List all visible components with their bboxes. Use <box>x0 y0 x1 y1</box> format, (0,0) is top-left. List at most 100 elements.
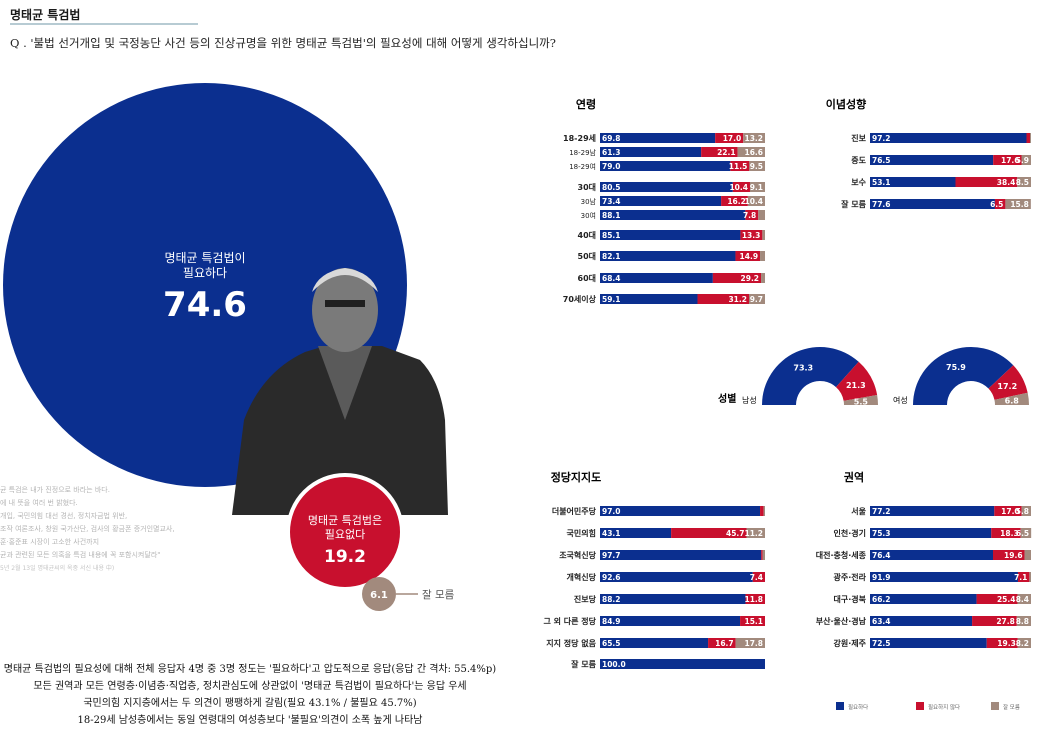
region-bar-value: 5.8 <box>1016 507 1029 516</box>
age-category-label: 30여 <box>581 211 596 220</box>
age-bar-segment <box>745 210 759 220</box>
need-label-line2: 필요하다 <box>183 266 227 280</box>
ideology-category-label: 중도 <box>851 156 866 165</box>
age-bar-value: 16.6 <box>744 148 763 157</box>
ideology-bar-segment <box>1026 133 1031 143</box>
region-bar-segment <box>1021 506 1031 516</box>
region-bar-value: 66.2 <box>872 595 891 604</box>
region-bar-segment <box>870 594 977 604</box>
region-bar-segment <box>1020 528 1032 538</box>
party-category-label: 조국혁신당 <box>559 550 596 560</box>
party-bar-segment <box>763 506 765 516</box>
no-need-bubble <box>286 473 404 591</box>
age-category-label: 40대 <box>578 230 597 240</box>
quote-line-6: 균과 관련된 모든 의혹을 특검 내용에 꼭 포함시켜달라" <box>0 550 160 559</box>
age-bar-segment <box>600 273 713 283</box>
party-bar-value: 43.1 <box>602 529 621 538</box>
region-bar-segment <box>991 528 1021 538</box>
age-bar-segment <box>600 133 716 143</box>
age-bar-value: 17.0 <box>723 134 742 143</box>
region-bar-segment <box>976 594 1018 604</box>
party-bar-value: 97.0 <box>602 507 621 516</box>
age-bar-segment <box>721 196 748 206</box>
age-bar-value: 14.9 <box>740 252 759 261</box>
party-category-label: 잘 모름 <box>571 659 597 669</box>
age-bar-segment <box>735 251 761 261</box>
party-bar-value: 17.8 <box>744 639 763 648</box>
age-category-label: 30대 <box>578 182 597 192</box>
ideology-bar-value: 5.9 <box>1016 156 1029 165</box>
age-bar-segment <box>600 161 731 171</box>
ideology-bar-value: 17.6 <box>1001 156 1020 165</box>
ideology-bar-value: 53.1 <box>872 178 891 187</box>
party-bar-value: 15.1 <box>744 617 763 626</box>
party-category-label: 지지 정당 없음 <box>546 638 596 648</box>
age-bar-chart: 18-29세 69.8 17.0 13.2 18-29남 61.3 22.1 16.6 18-2… <box>563 133 765 304</box>
unknown-value: 6.1 <box>370 590 388 601</box>
age-bar-segment <box>732 182 750 192</box>
region-bar-segment <box>870 638 987 648</box>
region-chart-title: 권역 <box>844 470 864 484</box>
ideology-bar-segment <box>955 177 1018 187</box>
party-bar-segment <box>740 616 765 626</box>
region-bar-segment <box>1017 594 1031 604</box>
age-bar-segment <box>743 133 765 143</box>
region-category-label: 광주·전라 <box>834 572 867 582</box>
legend-unknown-swatch <box>991 702 999 710</box>
age-bar-segment <box>697 294 749 304</box>
legend-need-label: 필요하다 <box>848 703 868 711</box>
female-donut-segment <box>913 346 1014 405</box>
gender-female-label: 여성 <box>893 395 908 405</box>
region-bar-value: 8.8 <box>1016 617 1029 626</box>
male-donut-segment <box>835 361 878 401</box>
age-bar-segment <box>712 273 762 283</box>
party-bar-segment <box>600 638 709 648</box>
region-bar-value: 63.4 <box>872 617 891 626</box>
region-bar-value: 27.8 <box>996 617 1015 626</box>
age-bar-value: 13.3 <box>742 231 761 240</box>
party-category-label: 국민의힘 <box>567 528 596 538</box>
age-bar-segment <box>737 147 765 157</box>
ideology-chart-title: 이념성향 <box>826 97 866 111</box>
no-need-value: 19.2 <box>324 547 366 567</box>
age-bar-segment <box>600 182 733 192</box>
party-bar-value: 16.7 <box>715 639 734 648</box>
person-photo <box>232 268 448 515</box>
party-category-label: 개혁신당 <box>567 572 597 582</box>
age-bar-value: 11.5 <box>729 162 748 171</box>
quote-source: 5년 2월 13일 명태균씨의 옥중 서신 내용 中) <box>0 564 114 572</box>
region-bar-segment <box>1016 616 1031 626</box>
age-bar-segment <box>600 147 702 157</box>
ideology-bar-segment <box>1021 155 1031 165</box>
male-donut: 73.3 21.3 5.5 <box>762 347 878 406</box>
female-donut-segment <box>988 365 1028 400</box>
region-bar-value: 6.5 <box>1016 529 1029 538</box>
age-bar-value: 9.5 <box>750 162 763 171</box>
ideology-bar-segment <box>870 133 1027 143</box>
party-bar-value: 11.2 <box>744 529 763 538</box>
region-bar-value: 25.4 <box>997 595 1016 604</box>
ideology-category-label: 보수 <box>851 178 866 187</box>
ideology-bar-segment <box>1030 133 1031 143</box>
party-bar-segment <box>735 638 765 648</box>
male-donut-value: 21.3 <box>846 381 866 390</box>
party-bar-chart: 더불어민주당 97.0 국민의힘 43.1 45.7 11.2 조국혁신당 97.7 개혁신당 9… <box>543 506 765 669</box>
ideology-bar-value: 15.8 <box>1010 200 1029 209</box>
survey-question: Q . '불법 선거개입 및 국정농단 사건 등의 진상규명을 위한 명태균 특… <box>10 36 556 50</box>
female-donut-value: 75.9 <box>946 363 966 372</box>
age-bar-segment <box>701 147 738 157</box>
ideology-bar-value: 76.5 <box>872 156 891 165</box>
party-bar-segment <box>600 616 741 626</box>
no-need-label-line1: 명태균 특검법은 <box>308 514 382 527</box>
age-bar-value: 9.7 <box>750 295 763 304</box>
need-label-line1: 명태균 특검법이 <box>164 251 245 265</box>
region-bar-segment <box>1017 572 1030 582</box>
age-bar-value: 29.2 <box>741 274 760 283</box>
party-bar-segment <box>762 550 765 560</box>
female-donut-value: 17.2 <box>997 382 1017 391</box>
party-bar-segment <box>760 506 764 516</box>
gender-chart: 성별 남성 73.3 21.3 5.5 여성 75.9 17.2 6.8 <box>718 346 1029 406</box>
quote-line-1: 균 특검은 내가 진정으로 바라는 바다. <box>0 485 110 494</box>
region-bar-segment <box>870 616 973 626</box>
region-category-label: 대전·충청·세종 <box>816 550 867 560</box>
